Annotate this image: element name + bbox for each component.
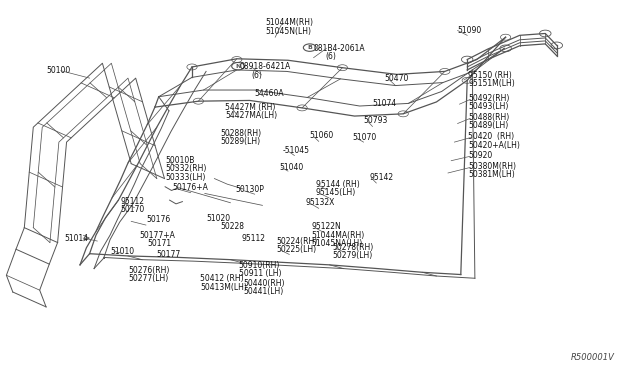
Text: 54460A: 54460A xyxy=(254,89,284,97)
Text: 50289(LH): 50289(LH) xyxy=(221,137,261,146)
Text: 50412 (RH): 50412 (RH) xyxy=(200,275,244,283)
Text: 50380M(RH): 50380M(RH) xyxy=(468,162,516,171)
Text: 51014: 51014 xyxy=(64,234,88,243)
Text: 50332(RH): 50332(RH) xyxy=(165,164,207,173)
Text: (6): (6) xyxy=(252,71,262,80)
Text: 51090: 51090 xyxy=(457,26,481,35)
Text: 95145(LH): 95145(LH) xyxy=(316,188,356,197)
Text: 50441(LH): 50441(LH) xyxy=(243,287,284,296)
Text: 50470: 50470 xyxy=(385,74,409,83)
Text: 08918-6421A: 08918-6421A xyxy=(240,62,291,71)
Text: 50170: 50170 xyxy=(120,205,145,214)
Text: 50130P: 50130P xyxy=(236,185,264,194)
Text: 95144 (RH): 95144 (RH) xyxy=(316,180,359,189)
Text: 51044MA(RH): 51044MA(RH) xyxy=(312,231,365,240)
Text: 95132X: 95132X xyxy=(306,198,335,207)
Text: 51020: 51020 xyxy=(206,214,230,223)
Text: 50177+A: 50177+A xyxy=(140,231,175,240)
Text: 50225(LH): 50225(LH) xyxy=(276,245,317,254)
Text: 54427MA(LH): 54427MA(LH) xyxy=(225,111,277,120)
Text: 95150 (RH): 95150 (RH) xyxy=(468,71,512,80)
Text: 50224(RH): 50224(RH) xyxy=(276,237,317,246)
Text: 50279(LH): 50279(LH) xyxy=(333,251,373,260)
Text: 51074: 51074 xyxy=(372,99,397,108)
Text: 50910(RH): 50910(RH) xyxy=(239,261,280,270)
Text: 50276(RH): 50276(RH) xyxy=(128,266,170,275)
Text: 95151M(LH): 95151M(LH) xyxy=(468,79,515,88)
Text: 51010: 51010 xyxy=(110,247,134,256)
Text: 51045N(LH): 51045N(LH) xyxy=(266,27,312,36)
Text: 51045NA(LH): 51045NA(LH) xyxy=(312,239,363,248)
Text: 95112: 95112 xyxy=(242,234,266,243)
Text: 50288(RH): 50288(RH) xyxy=(221,129,262,138)
Text: 50176: 50176 xyxy=(146,215,170,224)
Text: 50176+A: 50176+A xyxy=(173,183,209,192)
Text: 50277(LH): 50277(LH) xyxy=(128,275,168,283)
Text: 50793: 50793 xyxy=(363,116,387,125)
Text: 50278(RH): 50278(RH) xyxy=(333,243,374,252)
Text: R500001V: R500001V xyxy=(570,353,614,362)
Text: 50333(LH): 50333(LH) xyxy=(165,173,205,182)
Text: 51070: 51070 xyxy=(353,133,377,142)
Text: 081B4-2061A: 081B4-2061A xyxy=(314,44,365,53)
Text: 50489(LH): 50489(LH) xyxy=(468,121,509,130)
Text: 50171: 50171 xyxy=(147,239,172,248)
Text: 50420  (RH): 50420 (RH) xyxy=(468,132,515,141)
Text: 50177: 50177 xyxy=(157,250,181,259)
Text: 51040: 51040 xyxy=(280,163,304,172)
Text: 50911 (LH): 50911 (LH) xyxy=(239,269,281,278)
Text: 95122N: 95122N xyxy=(312,222,341,231)
Text: 95142: 95142 xyxy=(370,173,394,182)
Text: 51060: 51060 xyxy=(309,131,333,140)
Text: B: B xyxy=(307,45,312,50)
Text: N: N xyxy=(236,64,241,69)
Text: 50228: 50228 xyxy=(220,222,244,231)
Text: 50440(RH): 50440(RH) xyxy=(243,279,285,288)
Text: 50493(LH): 50493(LH) xyxy=(468,102,509,111)
Text: 50492(RH): 50492(RH) xyxy=(468,94,510,103)
Text: 51044M(RH): 51044M(RH) xyxy=(266,18,314,27)
Text: 54427M (RH): 54427M (RH) xyxy=(225,103,276,112)
Text: -51045: -51045 xyxy=(283,146,310,155)
Text: 50420+A(LH): 50420+A(LH) xyxy=(468,141,520,150)
Text: 50381M(LH): 50381M(LH) xyxy=(468,170,515,179)
Text: 50920: 50920 xyxy=(468,151,493,160)
Text: (6): (6) xyxy=(325,52,336,61)
Text: 95112: 95112 xyxy=(120,197,145,206)
Text: 50488(RH): 50488(RH) xyxy=(468,113,509,122)
Text: 50010B: 50010B xyxy=(165,156,195,165)
Text: 50413M(LH): 50413M(LH) xyxy=(200,283,247,292)
Text: 50100: 50100 xyxy=(47,66,71,75)
